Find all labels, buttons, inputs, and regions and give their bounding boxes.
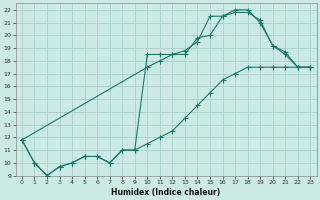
X-axis label: Humidex (Indice chaleur): Humidex (Indice chaleur): [111, 188, 221, 197]
